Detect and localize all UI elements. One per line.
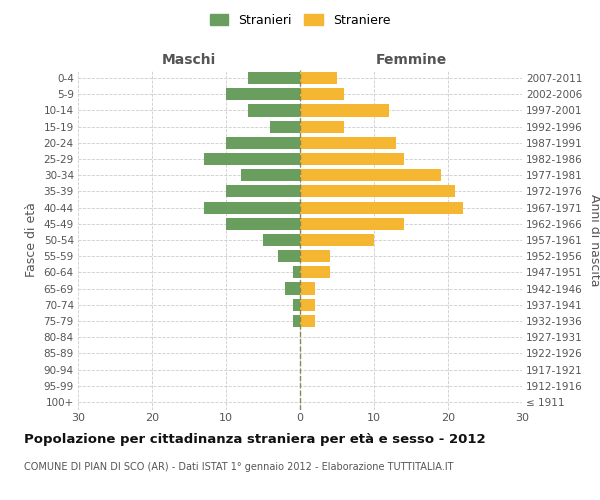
Bar — [300, 169, 440, 181]
Bar — [248, 104, 300, 117]
Bar — [226, 186, 300, 198]
Bar — [300, 266, 329, 278]
Y-axis label: Anni di nascita: Anni di nascita — [589, 194, 600, 286]
Bar — [293, 298, 300, 311]
Bar — [204, 202, 300, 213]
Bar — [300, 218, 404, 230]
Text: COMUNE DI PIAN DI SCO (AR) - Dati ISTAT 1° gennaio 2012 - Elaborazione TUTTITALI: COMUNE DI PIAN DI SCO (AR) - Dati ISTAT … — [24, 462, 454, 472]
Bar — [271, 120, 300, 132]
Bar — [300, 72, 337, 84]
Bar — [226, 218, 300, 230]
Bar — [300, 153, 404, 165]
Bar — [248, 72, 300, 84]
Bar — [293, 315, 300, 327]
Bar — [263, 234, 300, 246]
Text: Maschi: Maschi — [162, 53, 216, 67]
Bar — [300, 250, 329, 262]
Bar — [300, 282, 315, 294]
Text: Popolazione per cittadinanza straniera per età e sesso - 2012: Popolazione per cittadinanza straniera p… — [24, 432, 485, 446]
Bar — [300, 202, 463, 213]
Bar — [300, 315, 315, 327]
Bar — [241, 169, 300, 181]
Bar — [204, 153, 300, 165]
Bar — [300, 186, 455, 198]
Bar — [226, 137, 300, 149]
Bar — [293, 266, 300, 278]
Legend: Stranieri, Straniere: Stranieri, Straniere — [205, 8, 395, 32]
Bar — [278, 250, 300, 262]
Bar — [285, 282, 300, 294]
Text: Femmine: Femmine — [376, 53, 446, 67]
Bar — [300, 88, 344, 101]
Bar — [300, 120, 344, 132]
Bar — [226, 88, 300, 101]
Bar — [300, 234, 374, 246]
Bar — [300, 104, 389, 117]
Y-axis label: Fasce di età: Fasce di età — [25, 202, 38, 278]
Bar — [300, 298, 315, 311]
Bar — [300, 137, 396, 149]
